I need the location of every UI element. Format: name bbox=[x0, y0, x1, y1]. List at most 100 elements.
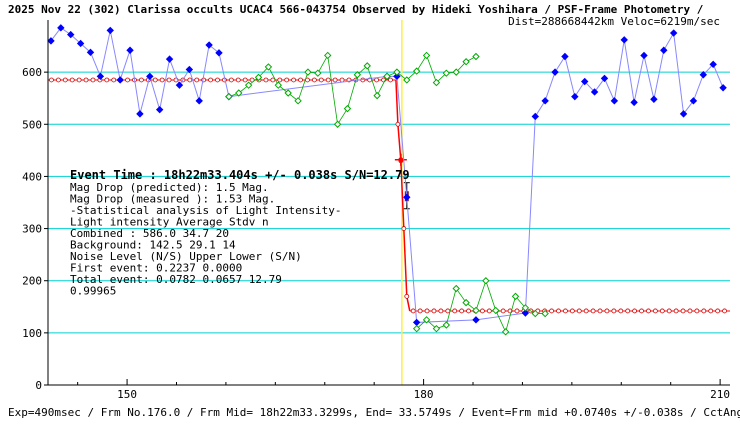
data-point-blue bbox=[106, 26, 114, 35]
stats-line: Noise Level (N/S) Upper Lower (S/N) bbox=[70, 250, 302, 263]
data-point-blue bbox=[541, 97, 549, 105]
model-marker bbox=[76, 77, 82, 83]
model-marker bbox=[401, 226, 407, 231]
model-marker bbox=[49, 77, 54, 83]
model-marker bbox=[388, 77, 393, 83]
model-marker bbox=[701, 308, 707, 314]
data-point-green bbox=[254, 73, 263, 82]
data-point-blue bbox=[96, 72, 105, 81]
stats-line: Background: 142.5 29.1 14 bbox=[70, 239, 236, 252]
event-marker-dot bbox=[398, 157, 404, 163]
model-marker bbox=[270, 77, 276, 83]
data-point-blue bbox=[551, 68, 559, 76]
chart-subtitle: Dist=288668442km Veloc=6219m/sec bbox=[508, 15, 720, 28]
model-marker bbox=[208, 77, 213, 83]
model-marker bbox=[680, 308, 686, 314]
data-point-green bbox=[274, 81, 283, 89]
model-marker bbox=[666, 308, 672, 314]
model-marker bbox=[159, 77, 165, 83]
model-marker bbox=[583, 308, 589, 314]
y-tick-label: 600 bbox=[22, 66, 42, 79]
data-point-green bbox=[403, 76, 411, 84]
model-marker bbox=[652, 308, 658, 314]
model-transition bbox=[395, 79, 411, 312]
model-fit bbox=[48, 77, 730, 314]
model-marker bbox=[597, 308, 603, 314]
data-point-blue bbox=[403, 193, 411, 201]
model-marker bbox=[152, 77, 158, 83]
data-point-green bbox=[294, 97, 302, 105]
data-point-green bbox=[264, 63, 273, 71]
model-marker bbox=[694, 308, 700, 314]
model-marker bbox=[55, 77, 61, 83]
footer-info: Exp=490msec / Frm No.176.0 / Frm Mid= 18… bbox=[8, 406, 740, 419]
data-point-green bbox=[492, 306, 500, 315]
data-point-green bbox=[343, 104, 352, 113]
model-marker bbox=[298, 77, 303, 83]
data-point-green bbox=[324, 51, 332, 60]
data-point-green bbox=[472, 306, 480, 315]
y-tick-label: 500 bbox=[22, 118, 42, 131]
model-marker bbox=[659, 308, 665, 314]
model-marker bbox=[332, 77, 338, 83]
model-marker bbox=[83, 77, 89, 83]
data-point-blue bbox=[175, 81, 184, 89]
model-marker bbox=[242, 77, 248, 83]
data-point-blue bbox=[660, 46, 668, 54]
y-tick-label: 0 bbox=[35, 379, 42, 392]
model-marker bbox=[318, 77, 324, 83]
model-marker bbox=[576, 308, 582, 314]
model-marker bbox=[556, 308, 561, 314]
model-marker bbox=[618, 308, 624, 314]
data-point-blue bbox=[205, 41, 213, 49]
axes: 0 100 200 300 400 500 600 150 180 210 bbox=[22, 20, 730, 401]
data-point-green bbox=[422, 316, 431, 324]
data-point-blue bbox=[600, 74, 609, 83]
model-marker bbox=[404, 293, 410, 299]
data-point-blue bbox=[76, 39, 85, 48]
model-marker bbox=[452, 308, 458, 314]
model-marker bbox=[417, 308, 423, 314]
data-point-green bbox=[452, 68, 460, 76]
model-marker bbox=[466, 308, 471, 314]
model-marker bbox=[715, 308, 721, 314]
data-point-green bbox=[314, 69, 322, 77]
model-marker bbox=[235, 77, 241, 83]
model-marker bbox=[69, 77, 75, 83]
stats-line: -Statistical analysis of Light Intensity… bbox=[70, 204, 342, 217]
model-marker bbox=[111, 77, 117, 83]
data-point-blue bbox=[620, 36, 628, 44]
model-marker bbox=[604, 308, 610, 314]
model-marker bbox=[500, 308, 506, 314]
model-marker bbox=[639, 308, 644, 314]
y-tick-label: 200 bbox=[22, 275, 42, 288]
data-point-blue bbox=[86, 48, 95, 57]
data-point-blue bbox=[669, 29, 678, 37]
data-point-green bbox=[541, 309, 549, 318]
series-line-green bbox=[228, 54, 477, 126]
x-tick-label: 150 bbox=[117, 388, 137, 401]
data-point-green bbox=[511, 292, 520, 301]
data-point-blue bbox=[580, 77, 589, 86]
data-point-blue bbox=[165, 55, 174, 63]
model-marker bbox=[632, 308, 638, 314]
data-point-green bbox=[225, 92, 233, 101]
model-marker bbox=[514, 308, 520, 314]
data-point-blue bbox=[146, 72, 154, 81]
data-point-green bbox=[501, 328, 510, 336]
model-marker bbox=[687, 308, 693, 314]
data-point-green bbox=[452, 284, 460, 293]
model-marker bbox=[590, 308, 596, 314]
data-point-green bbox=[393, 68, 401, 76]
model-marker bbox=[708, 308, 714, 314]
data-point-green bbox=[432, 78, 441, 87]
model-marker bbox=[139, 77, 144, 83]
data-point-blue bbox=[195, 97, 203, 105]
data-point-blue bbox=[126, 46, 134, 54]
data-point-blue bbox=[630, 98, 638, 107]
data-point-blue bbox=[640, 51, 648, 60]
model-marker bbox=[277, 77, 283, 83]
model-marker bbox=[125, 77, 130, 83]
data-point-green bbox=[304, 68, 312, 76]
data-point-blue bbox=[689, 97, 698, 105]
